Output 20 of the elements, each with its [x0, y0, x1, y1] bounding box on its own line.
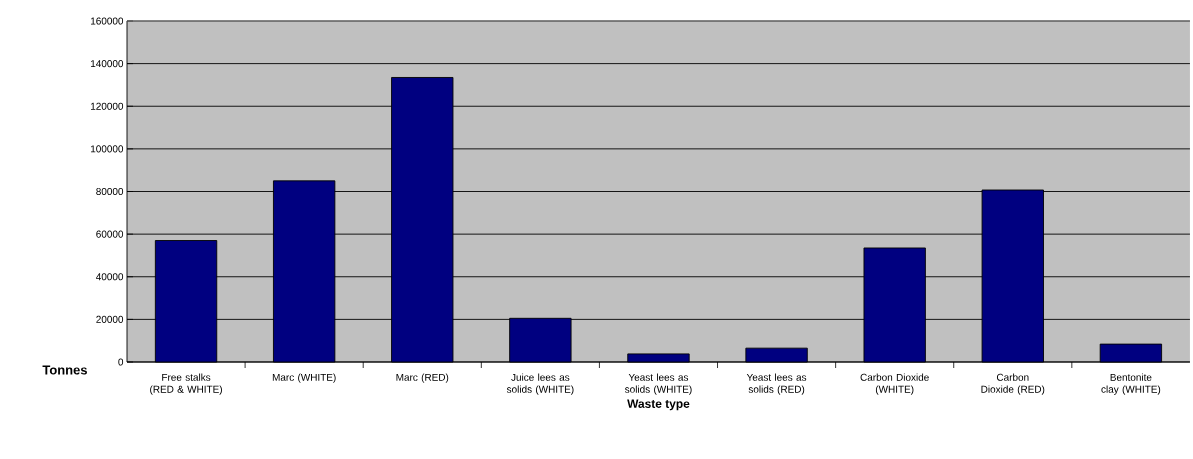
y-axis-title: Tonnes [42, 365, 87, 375]
x-tick-label: Juice lees as solids (WHITE) [506, 373, 574, 395]
x-tick-label: Marc (RED) [396, 373, 449, 383]
x-tick-label: Yeast lees as solids (WHITE) [624, 373, 692, 395]
y-tick-label: 20000 [96, 315, 124, 323]
y-tick-label: 120000 [91, 102, 124, 110]
x-tick-label: Bentonite clay (WHITE) [1101, 373, 1161, 395]
x-tick-label: Carbon Dioxide (WHITE) [860, 373, 929, 395]
y-tick-label: 160000 [91, 17, 124, 25]
y-tick-label: 140000 [91, 60, 124, 68]
x-tick-label: Marc (WHITE) [272, 373, 336, 383]
x-axis-title: Waste type [627, 399, 690, 411]
y-tick-label: 100000 [91, 145, 124, 153]
y-tick-label: 60000 [96, 230, 124, 238]
y-tick-label: 0 [118, 358, 124, 366]
y-tick-label: 80000 [96, 187, 124, 196]
x-tick-label: Yeast lees as solids (RED) [746, 373, 807, 395]
x-tick-label: Carbon Dioxide (RED) [981, 373, 1045, 395]
x-tick-label: Free stalks (RED & WHITE) [150, 373, 222, 395]
y-tick-label: 40000 [96, 273, 124, 281]
